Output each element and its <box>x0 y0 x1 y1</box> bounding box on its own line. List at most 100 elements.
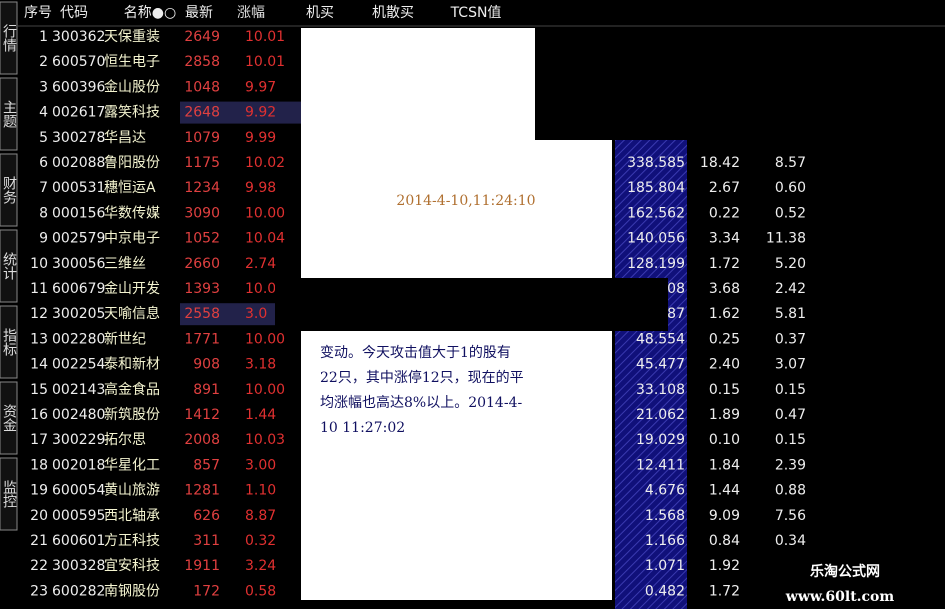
metric-value: 1.84 <box>709 457 740 473</box>
price: 2660 <box>184 256 220 272</box>
stock-name[interactable]: 天喻信息 <box>104 305 160 322</box>
change: 10.02 <box>245 155 285 171</box>
side-tab-label[interactable]: 行情 <box>1 24 17 52</box>
stock-code: 002254 <box>52 357 106 373</box>
row-index: 5 <box>39 130 48 146</box>
stock-name[interactable]: 恒生电子 <box>104 54 160 70</box>
stock-name[interactable]: 鲁阳股份 <box>104 155 160 171</box>
metric-value: 140.056 <box>627 231 685 247</box>
metric-value: 1.72 <box>709 583 740 599</box>
stock-code: 000531 <box>52 180 105 196</box>
side-tab[interactable] <box>0 457 18 531</box>
change: 10.00 <box>245 331 285 347</box>
change: 8.87 <box>245 508 276 524</box>
stock-name[interactable]: 露笑科技 <box>104 105 160 121</box>
change: 2.74 <box>245 256 276 272</box>
metric-value: 4.676 <box>645 483 685 499</box>
change: 10.00 <box>245 382 285 398</box>
mask <box>275 278 668 331</box>
stock-name[interactable]: 黄山旅游 <box>104 482 160 499</box>
stock-name[interactable]: 西北轴承 <box>104 508 160 524</box>
stock-name[interactable]: 新世纪 <box>104 331 146 347</box>
metric-value: 33.108 <box>636 382 685 398</box>
stock-code: 300278 <box>52 130 105 146</box>
side-tab-label[interactable]: 监控 <box>1 480 17 508</box>
stock-name[interactable]: 华昌达 <box>104 130 146 146</box>
stock-name[interactable]: 宜安科技 <box>104 558 160 574</box>
price: 2648 <box>184 105 220 121</box>
stock-code: 300056 <box>52 256 106 272</box>
stock-name[interactable]: 金山股份 <box>104 79 160 95</box>
header-cell[interactable]: 名称●○ <box>124 5 176 21</box>
metric-value: 87 <box>667 306 685 322</box>
stock-code: 002018 <box>52 457 105 473</box>
side-tab[interactable] <box>0 153 18 227</box>
row-index: 19 <box>30 483 48 499</box>
stock-name[interactable]: 金山开发 <box>104 281 160 297</box>
side-tab-label[interactable]: 统计 <box>1 252 17 280</box>
metric-value: 2.42 <box>775 281 806 297</box>
popup-time: 2014-4-10,11:24:10 <box>396 193 535 209</box>
side-tab[interactable] <box>0 229 18 303</box>
metric-value: 1.166 <box>645 533 685 549</box>
metric-value: 0.88 <box>775 483 806 499</box>
change: 10.0 <box>245 281 276 297</box>
change: 9.98 <box>245 180 276 196</box>
stock-name[interactable]: 南钢股份 <box>104 583 160 599</box>
stock-name[interactable]: 穗恒运A <box>104 180 156 196</box>
stock-code: 600282 <box>52 583 105 599</box>
stock-code: 300328 <box>52 558 105 574</box>
header-cell[interactable]: 涨幅 <box>237 5 265 21</box>
change: 10.00 <box>245 205 285 221</box>
stock-name[interactable]: 华星化工 <box>104 457 160 473</box>
side-tab-label[interactable]: 指标 <box>1 328 17 357</box>
header-cell[interactable]: 序号 <box>24 5 52 21</box>
side-tab[interactable] <box>0 77 18 151</box>
stock-name[interactable]: 方正科技 <box>104 533 160 549</box>
side-tab[interactable] <box>0 1 18 75</box>
header-cell[interactable]: 机买 <box>306 5 334 21</box>
side-tab-label[interactable]: 财务 <box>1 176 17 204</box>
price: 2858 <box>184 54 220 70</box>
metric-value: 1.071 <box>645 558 685 574</box>
highlight-column <box>615 140 687 609</box>
metric-value: 9.09 <box>709 508 740 524</box>
side-tab-label[interactable]: 资金 <box>1 404 17 432</box>
row-index: 7 <box>39 180 48 196</box>
metric-value: 0.34 <box>775 533 806 549</box>
side-tab[interactable] <box>0 305 18 379</box>
row-index: 16 <box>30 407 48 423</box>
stock-code: 002617 <box>52 105 105 121</box>
stock-name[interactable]: 拓尔思 <box>104 432 146 448</box>
metric-value: 128.199 <box>627 256 685 272</box>
change: 0.58 <box>245 583 276 599</box>
stock-code: 002143 <box>52 382 105 398</box>
stock-name[interactable]: 高金食品 <box>104 381 160 398</box>
stock-name[interactable]: 三维丝 <box>104 256 146 272</box>
stock-name[interactable]: 泰和新材 <box>104 357 160 373</box>
metric-value: 45.477 <box>636 357 685 373</box>
metric-value: 1.89 <box>709 407 740 423</box>
stock-code: 002579 <box>52 231 105 247</box>
header-cell[interactable]: 机散买 <box>372 5 414 21</box>
change: 10.04 <box>245 231 285 247</box>
header-cell[interactable]: TCSN值 <box>450 5 502 21</box>
change: 10.01 <box>245 29 285 45</box>
stock-name[interactable]: 华数传媒 <box>104 205 160 221</box>
metric-value: 0.37 <box>775 331 806 347</box>
price: 1052 <box>184 231 220 247</box>
side-tab-label[interactable]: 主题 <box>1 100 17 129</box>
row-index: 6 <box>39 155 48 171</box>
header-cell[interactable]: 最新 <box>185 5 213 21</box>
header-cell[interactable]: 代码 <box>60 5 88 21</box>
row-index: 4 <box>39 105 48 121</box>
stock-name[interactable]: 新筑股份 <box>104 407 160 423</box>
row-index: 13 <box>30 331 48 347</box>
price: 2008 <box>184 432 220 448</box>
stock-name[interactable]: 天保重装 <box>104 29 160 45</box>
side-tab[interactable] <box>0 381 18 455</box>
stock-name[interactable]: 中京电子 <box>104 231 160 247</box>
metric-value: 19.029 <box>636 432 685 448</box>
metric-value: 0.84 <box>709 533 740 549</box>
price: 1234 <box>184 180 220 196</box>
